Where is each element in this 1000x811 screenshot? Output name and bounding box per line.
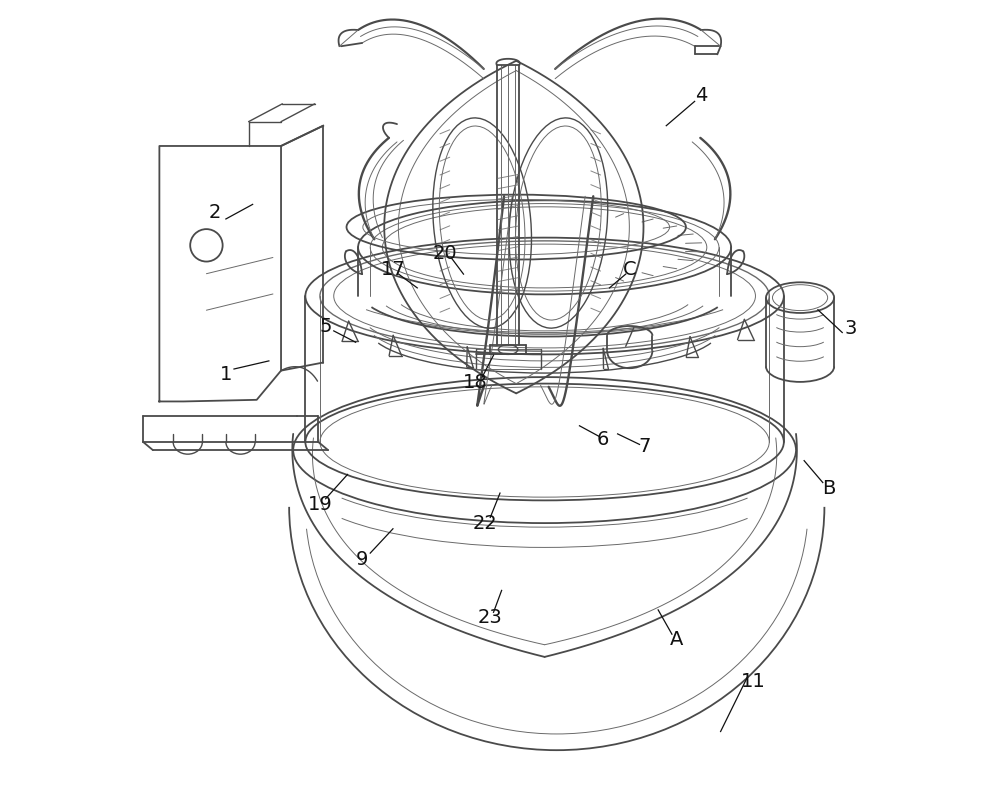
- Text: B: B: [822, 478, 835, 498]
- Text: 18: 18: [463, 373, 488, 393]
- Text: 7: 7: [638, 436, 651, 456]
- Text: 6: 6: [597, 430, 609, 449]
- Text: 11: 11: [741, 672, 765, 691]
- Text: 20: 20: [433, 243, 457, 263]
- Text: A: A: [670, 629, 683, 649]
- Text: 22: 22: [473, 513, 498, 533]
- Text: C: C: [623, 260, 637, 279]
- Text: 4: 4: [695, 86, 707, 105]
- Text: 9: 9: [356, 550, 368, 569]
- Text: 2: 2: [208, 203, 221, 222]
- Text: 19: 19: [308, 495, 332, 514]
- Text: 3: 3: [844, 319, 857, 338]
- Text: 23: 23: [478, 608, 503, 628]
- Text: 1: 1: [220, 365, 232, 384]
- Text: 5: 5: [319, 316, 332, 336]
- Text: 17: 17: [381, 260, 405, 279]
